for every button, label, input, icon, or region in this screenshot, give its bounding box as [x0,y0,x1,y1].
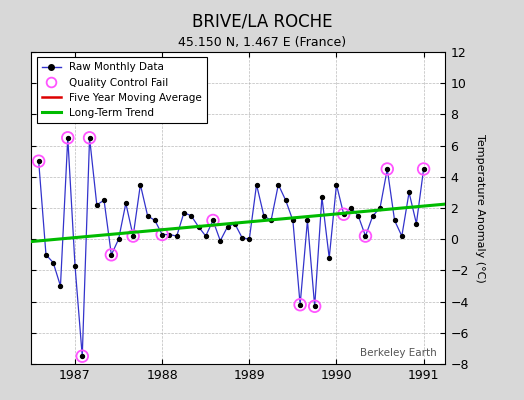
Point [172,233,181,239]
Point [158,231,166,238]
Legend: Raw Monthly Data, Quality Control Fail, Five Year Moving Average, Long-Term Tren: Raw Monthly Data, Quality Control Fail, … [37,57,207,123]
Point [390,217,399,224]
Point [100,197,108,203]
Text: 45.150 N, 1.467 E (France): 45.150 N, 1.467 E (France) [178,36,346,49]
Point [398,233,406,239]
Point [144,212,152,219]
Point [35,158,43,164]
Point [194,224,203,230]
Point [223,224,232,230]
Point [267,217,275,224]
Point [93,202,101,208]
Point [42,252,50,258]
Point [361,233,369,239]
Point [296,302,304,308]
Point [340,211,348,218]
Point [187,212,195,219]
Point [202,233,210,239]
Point [260,212,268,219]
Point [281,197,290,203]
Point [311,303,319,310]
Point [419,166,428,172]
Point [303,217,312,224]
Point [107,252,116,258]
Point [405,189,413,196]
Point [85,134,94,141]
Point [136,181,145,188]
Point [325,255,333,261]
Point [165,231,173,238]
Point [318,194,326,200]
Point [245,236,254,242]
Point [296,302,304,308]
Point [383,166,391,172]
Point [332,181,341,188]
Text: BRIVE/LA ROCHE: BRIVE/LA ROCHE [192,12,332,30]
Point [216,238,224,244]
Y-axis label: Temperature Anomaly (°C): Temperature Anomaly (°C) [475,134,485,282]
Point [129,233,137,239]
Point [107,252,116,258]
Point [361,233,369,239]
Point [209,217,217,224]
Point [376,205,384,211]
Point [49,259,58,266]
Point [412,220,421,227]
Point [347,205,355,211]
Point [114,236,123,242]
Point [158,231,166,238]
Point [419,166,428,172]
Point [354,212,363,219]
Point [368,212,377,219]
Point [78,353,86,359]
Point [78,353,86,359]
Point [35,158,43,164]
Point [151,217,159,224]
Point [238,234,246,241]
Point [180,210,188,216]
Point [129,233,137,239]
Point [340,211,348,218]
Point [85,134,94,141]
Point [122,200,130,206]
Point [383,166,391,172]
Point [289,217,297,224]
Point [253,181,261,188]
Point [63,134,72,141]
Point [56,283,64,289]
Point [209,217,217,224]
Point [71,262,79,269]
Point [311,303,319,310]
Point [63,134,72,141]
Text: Berkeley Earth: Berkeley Earth [361,348,437,358]
Point [274,181,282,188]
Point [231,220,239,227]
